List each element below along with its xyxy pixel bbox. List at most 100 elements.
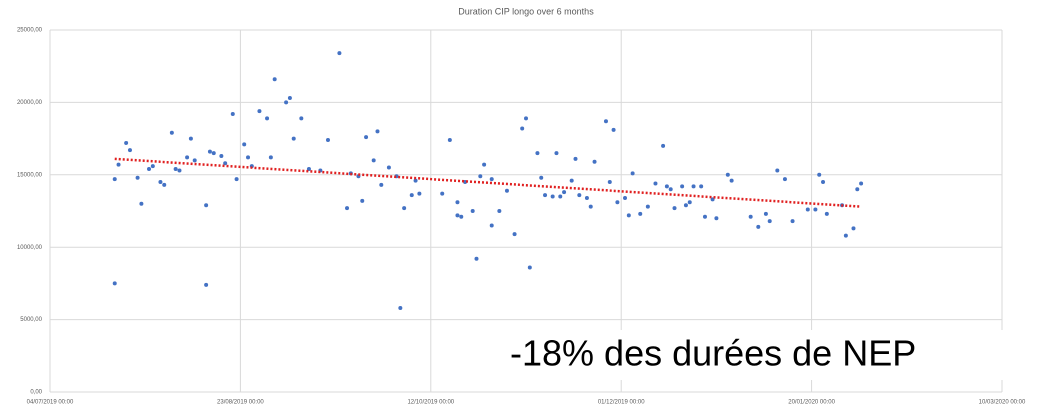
- data-point: [569, 178, 574, 183]
- data-point: [124, 140, 129, 145]
- data-point: [257, 109, 262, 114]
- data-point: [284, 100, 289, 105]
- data-point: [150, 164, 155, 169]
- data-point: [478, 174, 483, 179]
- data-point: [817, 172, 822, 177]
- data-point: [584, 195, 589, 200]
- data-point: [325, 138, 330, 143]
- data-point: [291, 136, 296, 141]
- data-point: [588, 204, 593, 209]
- data-point: [824, 211, 829, 216]
- y-tick-label: 0,00: [30, 390, 42, 396]
- data-point: [661, 143, 666, 148]
- data-point: [474, 256, 479, 261]
- data-point: [527, 265, 532, 270]
- data-point: [204, 282, 209, 287]
- x-tick-label: 01/12/2019 00:00: [598, 400, 645, 406]
- data-point: [592, 159, 597, 164]
- data-point: [855, 187, 860, 192]
- data-point: [558, 194, 563, 199]
- data-point: [173, 167, 178, 172]
- data-point: [611, 127, 616, 132]
- data-point: [470, 209, 475, 213]
- data-point: [562, 190, 567, 195]
- data-point: [413, 178, 418, 183]
- data-point: [653, 181, 658, 186]
- data-point: [607, 180, 612, 185]
- data-point: [398, 306, 403, 311]
- y-tick-label: 5000,00: [20, 317, 42, 323]
- data-point: [714, 216, 719, 221]
- data-point: [512, 232, 517, 237]
- data-point: [345, 206, 350, 211]
- data-point: [524, 116, 528, 121]
- x-tick-label: 04/07/2019 00:00: [27, 400, 74, 406]
- x-tick-label: 12/10/2019 00:00: [407, 400, 454, 406]
- data-point: [482, 162, 487, 167]
- data-point: [337, 51, 342, 56]
- data-point: [851, 226, 856, 231]
- data-point: [162, 182, 167, 187]
- data-point: [748, 214, 753, 219]
- data-point: [455, 213, 460, 218]
- x-tick-label: 20/01/2020 00:00: [788, 400, 835, 406]
- data-point: [360, 198, 365, 203]
- data-point: [447, 138, 452, 143]
- data-point: [702, 214, 707, 219]
- data-point: [223, 161, 228, 166]
- data-point: [287, 96, 292, 101]
- data-point: [188, 136, 193, 141]
- data-point: [497, 209, 502, 213]
- data-point: [204, 203, 209, 208]
- data-point: [767, 219, 772, 224]
- data-point: [539, 175, 544, 180]
- data-point: [577, 193, 582, 198]
- data-point: [623, 195, 628, 200]
- data-point: [664, 184, 669, 189]
- data-point: [859, 181, 864, 186]
- data-point: [135, 175, 140, 180]
- data-point: [234, 177, 239, 182]
- data-point: [440, 191, 445, 196]
- data-point: [379, 182, 384, 187]
- data-point: [821, 180, 826, 185]
- x-tick-label: 10/03/2020 00:00: [979, 400, 1026, 406]
- data-point: [699, 184, 704, 189]
- data-point: [638, 211, 643, 216]
- data-point: [790, 219, 795, 224]
- data-point: [112, 281, 117, 286]
- data-point: [364, 135, 369, 140]
- y-tick-label: 15000,00: [17, 172, 43, 178]
- data-point: [668, 187, 673, 192]
- data-point: [813, 207, 818, 212]
- data-point: [725, 172, 730, 177]
- data-point: [843, 233, 848, 238]
- data-point: [242, 142, 247, 147]
- data-point: [409, 193, 414, 198]
- data-point: [127, 148, 132, 153]
- data-point: [489, 177, 494, 182]
- data-point: [177, 168, 182, 173]
- data-point: [489, 223, 494, 228]
- data-point: [691, 184, 696, 189]
- data-point: [603, 119, 608, 124]
- data-point: [554, 151, 559, 156]
- data-point: [192, 158, 197, 163]
- data-point: [775, 168, 780, 173]
- data-point: [139, 201, 144, 206]
- data-point: [272, 77, 277, 82]
- data-point: [402, 206, 407, 211]
- chart-title: Duration CIP longo over 6 months: [458, 6, 594, 16]
- data-point: [504, 188, 509, 193]
- annotation: -18% des durées de NEP: [510, 333, 916, 374]
- annotation-box: [500, 330, 1010, 380]
- data-point: [630, 171, 635, 176]
- data-point: [680, 184, 685, 189]
- data-point: [459, 214, 464, 219]
- data-point: [158, 180, 163, 185]
- data-point: [230, 111, 235, 116]
- y-tick-label: 25000,00: [17, 28, 43, 34]
- trendline: [114, 157, 862, 208]
- data-point: [246, 155, 251, 160]
